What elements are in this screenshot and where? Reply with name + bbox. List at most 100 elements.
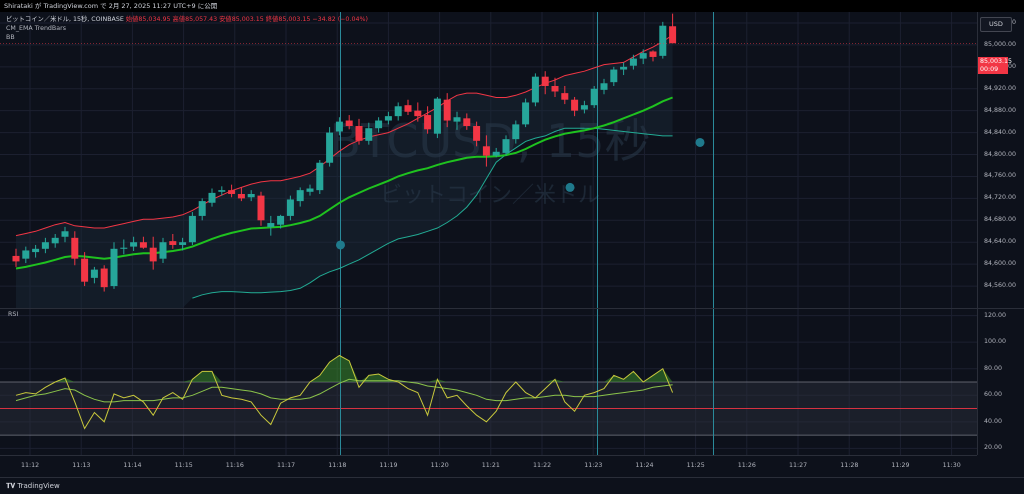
candle-body xyxy=(296,190,304,202)
candle-body xyxy=(355,126,363,141)
price-axis-label: 84,840.00 xyxy=(984,128,1017,136)
candle-body xyxy=(169,241,177,245)
candle-body xyxy=(306,188,314,192)
candle-body xyxy=(453,117,461,122)
candle-body xyxy=(600,83,608,90)
bollinger-upper-line xyxy=(15,34,673,237)
time-axis-label: 11:13 xyxy=(72,462,91,469)
candle-body xyxy=(629,58,637,66)
candle-body xyxy=(551,86,559,92)
candle-body xyxy=(32,248,40,253)
candle-body xyxy=(580,105,588,110)
candle-body xyxy=(22,250,30,259)
candle-body xyxy=(473,126,481,141)
time-axis-label: 11:22 xyxy=(533,462,552,469)
rsi-axis-label: 120.00 xyxy=(984,311,1007,319)
price-axis-label: 84,680.00 xyxy=(984,216,1017,224)
candle-body xyxy=(208,192,216,203)
price-axis-label: 85,000.00 xyxy=(984,40,1017,48)
candle-body xyxy=(316,162,324,191)
time-axis[interactable]: 11:12 11:13 11:14 11:15 11:16 11:17 11:18 11:19… xyxy=(0,455,977,478)
candle-body xyxy=(130,242,138,247)
candle-body xyxy=(649,51,657,57)
legend-symbol-line[interactable]: ビットコイン／米ドル, 15秒, COINBASE 始値85,034.95 高値… xyxy=(6,15,368,24)
candle-body xyxy=(482,146,490,156)
bollinger-band-fill xyxy=(16,35,673,309)
rsi-axis-label: 80.00 xyxy=(984,364,1003,372)
rsi-axis-label: 100.00 xyxy=(984,338,1007,346)
candle-body xyxy=(541,76,549,86)
last-price-tag: 85,003.15 00:09 xyxy=(978,57,1013,74)
signal-dot xyxy=(336,240,345,250)
pane-divider[interactable] xyxy=(0,308,1024,309)
candle-body xyxy=(159,242,167,259)
candle-body xyxy=(345,120,353,127)
candle-body xyxy=(404,105,412,112)
candle-body xyxy=(571,99,579,111)
candle-body xyxy=(61,231,69,237)
tradingview-logo-icon[interactable]: 𝐓𝐕 xyxy=(6,482,16,490)
rsi-legend[interactable]: RSI xyxy=(8,311,19,318)
legend-indicator-bb[interactable]: BB xyxy=(6,34,15,41)
candle-body xyxy=(100,268,108,288)
price-axis-label: 84,720.00 xyxy=(984,194,1017,202)
candle-body xyxy=(41,242,49,249)
time-axis-label: 11:23 xyxy=(584,462,603,469)
candle-body xyxy=(463,118,471,127)
price-axis-label: 84,640.00 xyxy=(984,238,1017,246)
candle-body xyxy=(257,195,265,221)
price-axis-label: 84,560.00 xyxy=(984,282,1017,290)
rsi-line xyxy=(15,354,674,430)
candle-body xyxy=(286,199,294,216)
candle-body xyxy=(414,110,422,117)
rsi-axis-label: 40.00 xyxy=(984,417,1003,425)
candle-body xyxy=(139,242,147,248)
legend-symbol[interactable]: ビットコイン／米ドル, 15秒, COINBASE xyxy=(6,16,124,23)
bar-countdown: 00:09 xyxy=(980,65,999,73)
time-axis-label: 11:30 xyxy=(942,462,961,469)
candle-body xyxy=(443,99,451,121)
rsi-pane[interactable] xyxy=(0,309,977,455)
candle-body xyxy=(277,215,285,225)
time-axis-label: 11:25 xyxy=(686,462,705,469)
rsi-chart[interactable] xyxy=(0,309,977,455)
price-axis-label: 84,760.00 xyxy=(984,172,1017,180)
signal-dot xyxy=(565,182,575,192)
candle-body xyxy=(424,115,432,130)
candle-body xyxy=(620,66,628,70)
currency-button[interactable]: USD xyxy=(980,17,1012,32)
candle-body xyxy=(267,223,275,227)
price-axis[interactable]: 85,040.0085,000.0084,960.0084,920.0084,8… xyxy=(977,12,1024,455)
candle-body xyxy=(639,53,647,59)
candle-body xyxy=(188,215,196,243)
price-axis-label: 84,880.00 xyxy=(984,106,1017,114)
footer-bar: 𝐓𝐕 TradingView xyxy=(0,477,1024,493)
legend-ohlc: 始値85,034.95 高値85,057.43 安値85,003.15 終値85… xyxy=(125,16,368,23)
published-by-bar: Shirataki が TradingView.com で 2月 27, 202… xyxy=(0,0,1024,12)
candle-body xyxy=(590,88,598,106)
price-chart-pane[interactable]: BTCUSD, 15秒 ビットコイン／米ドル xyxy=(0,12,977,309)
rsi-axis-label: 20.00 xyxy=(984,444,1003,452)
footer-brand[interactable]: TradingView xyxy=(17,482,60,490)
time-axis-label: 11:14 xyxy=(123,462,142,469)
rsi-overbought-fill xyxy=(16,355,673,382)
signal-dot xyxy=(695,137,705,147)
time-axis-label: 11:16 xyxy=(225,462,244,469)
rsi-ma-line xyxy=(15,378,673,403)
candle-body xyxy=(365,128,373,141)
chart-legend: ビットコイン／米ドル, 15秒, COINBASE 始値85,034.95 高値… xyxy=(6,15,368,42)
time-axis-label: 11:19 xyxy=(379,462,398,469)
candle-body xyxy=(659,25,667,56)
price-axis-label: 84,920.00 xyxy=(984,84,1017,92)
candle-body xyxy=(198,201,206,216)
candle-body xyxy=(218,190,226,192)
candle-body xyxy=(512,124,520,140)
candle-body xyxy=(81,258,89,282)
candle-body xyxy=(149,247,157,262)
candle-body xyxy=(179,242,187,245)
candle-body xyxy=(110,248,118,287)
legend-indicator-ema[interactable]: CM_EMA TrendBars xyxy=(6,25,66,32)
candle-body xyxy=(433,98,441,134)
last-price-value: 85,003.15 xyxy=(980,58,1013,65)
